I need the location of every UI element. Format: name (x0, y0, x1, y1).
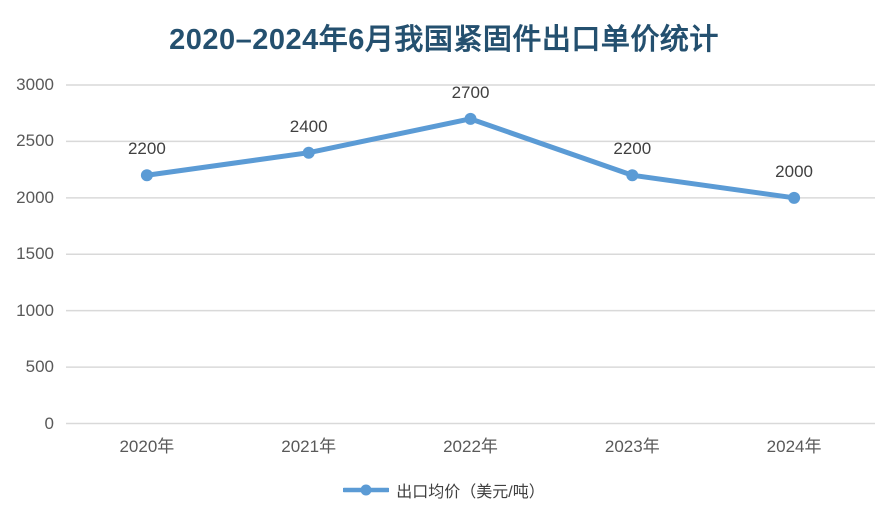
y-axis-tick-label: 2000 (16, 187, 54, 207)
data-point-label: 2000 (775, 161, 813, 181)
data-point-label: 2200 (127, 139, 166, 159)
series-line (144, 116, 797, 201)
x-axis-tick-label: 2021年 (281, 437, 337, 456)
y-axis-tick-label: 1000 (16, 300, 54, 320)
y-axis-tick-label: 1500 (16, 244, 54, 264)
data-point-label: 2700 (451, 82, 490, 102)
x-axis-tick-label: 2022年 (443, 437, 498, 456)
data-point-marker (302, 146, 315, 159)
y-axis-tick-label: 3000 (16, 75, 54, 94)
x-axis-tick-label: 2020年 (119, 437, 175, 456)
data-point-label: 2200 (613, 139, 652, 159)
data-point-marker (626, 169, 639, 182)
y-axis-tick-label: 0 (44, 413, 54, 433)
legend: 出口均价（美元/吨） (0, 477, 888, 503)
y-axis-tick-label: 2500 (16, 131, 54, 151)
chart-title: 2020–2024年6月我国紧固件出口单价统计 (169, 24, 719, 56)
data-point-marker (464, 112, 477, 125)
x-axis-tick-label: 2024年 (766, 437, 822, 456)
y-axis-tick-label: 500 (25, 357, 54, 377)
legend-line-marker-icon (343, 484, 390, 496)
legend-label: 出口均价（美元/吨） (396, 484, 545, 501)
data-point-label: 2400 (289, 116, 328, 136)
data-point-marker (140, 169, 153, 182)
x-axis-tick-label: 2023年 (604, 437, 660, 456)
data-point-marker (788, 191, 801, 204)
